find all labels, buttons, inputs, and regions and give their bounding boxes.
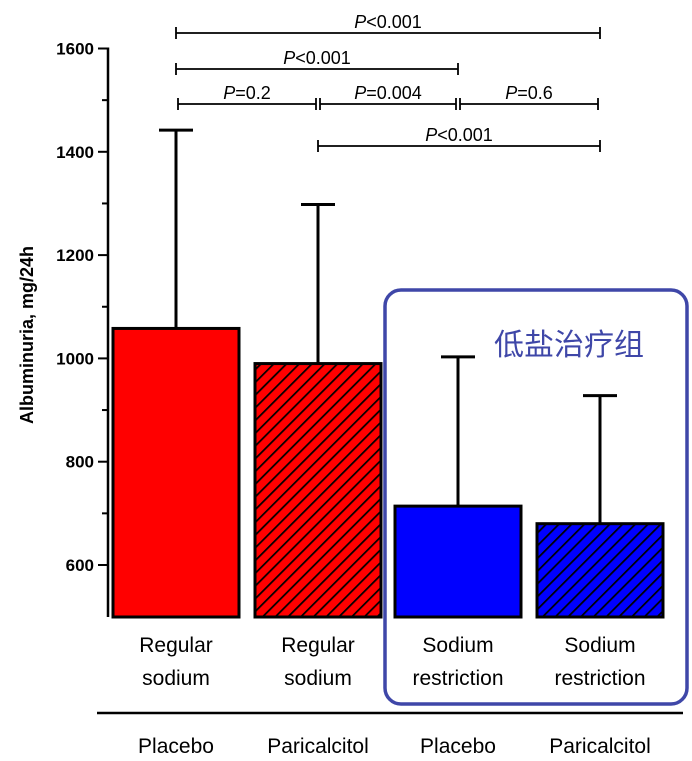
bar-4 [535, 522, 665, 619]
treatment-label: Placebo [138, 735, 214, 758]
y-tick-label: 800 [66, 453, 94, 472]
p-value-label-5: P=0.6 [505, 83, 553, 103]
treatment-label: Paricalcitol [549, 735, 651, 758]
y-axis: 600 800 1000 1200 1400 1600 [56, 40, 110, 617]
p-value-label-4: P=0.004 [354, 83, 422, 103]
category-label-line2: sodium [142, 667, 210, 690]
y-tick-label: 1400 [56, 143, 94, 162]
p-value-label-3: P=0.2 [223, 83, 271, 103]
p-value-label-1: P<0.001 [354, 12, 422, 32]
bars [111, 326, 665, 619]
y-axis-label: Albuminuria, mg/24h [17, 246, 37, 424]
p-value-label-6: P<0.001 [425, 125, 493, 145]
bar-2 [253, 362, 383, 619]
y-tick-label: 1600 [56, 40, 94, 59]
x-axis-labels: Regular sodium Placebo Regular sodium Parical… [138, 634, 651, 758]
category-label-line1: Regular [139, 634, 213, 657]
bar-1 [111, 326, 241, 619]
category-label-line1: Regular [281, 634, 355, 657]
treatment-label: Paricalcitol [267, 735, 369, 758]
category-label-line1: Sodium [422, 634, 493, 657]
y-tick-label: 600 [66, 556, 94, 575]
bar-3 [393, 504, 523, 619]
y-tick-label: 1200 [56, 246, 94, 265]
low-salt-highlight-box [383, 288, 689, 706]
p-value-label-2: P<0.001 [283, 48, 351, 68]
category-label-line2: restriction [412, 667, 503, 690]
treatment-label: Placebo [420, 735, 496, 758]
category-label-line1: Sodium [564, 634, 635, 657]
category-label-line2: sodium [284, 667, 352, 690]
low-salt-highlight-label: 低盐治疗组 [494, 328, 644, 363]
y-tick-label: 1000 [56, 349, 94, 368]
category-label-line2: restriction [554, 667, 645, 690]
error-bars [159, 128, 617, 524]
